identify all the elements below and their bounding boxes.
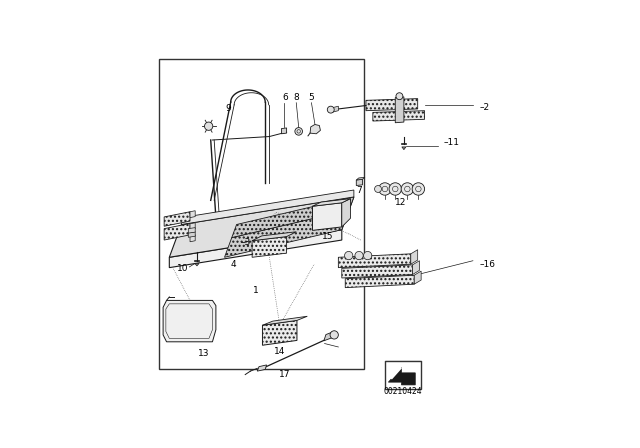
Polygon shape [190,211,195,218]
Polygon shape [195,263,199,266]
Circle shape [327,106,334,113]
Circle shape [389,183,401,195]
Text: 4: 4 [230,260,236,269]
Polygon shape [225,210,349,257]
Polygon shape [232,197,354,237]
Polygon shape [388,368,415,385]
Polygon shape [402,147,406,150]
Circle shape [295,128,303,135]
Polygon shape [345,275,414,288]
Circle shape [355,251,363,260]
Text: 9: 9 [225,104,231,113]
Polygon shape [356,177,365,180]
Polygon shape [252,232,296,241]
Circle shape [330,331,339,339]
Circle shape [364,251,372,260]
Polygon shape [339,254,411,267]
Circle shape [401,183,413,195]
Polygon shape [312,203,342,230]
FancyBboxPatch shape [385,362,421,389]
Text: –2: –2 [480,103,490,112]
Polygon shape [324,331,335,341]
Text: –16: –16 [480,260,496,269]
Circle shape [344,251,353,260]
Polygon shape [188,228,195,233]
Polygon shape [188,232,195,237]
Polygon shape [373,111,424,121]
Text: 8: 8 [293,93,299,102]
Polygon shape [310,125,321,134]
Text: 5: 5 [308,93,314,102]
Polygon shape [252,237,287,257]
Polygon shape [164,224,190,240]
Polygon shape [190,235,195,242]
Polygon shape [262,320,297,345]
Polygon shape [356,179,362,185]
Text: 14: 14 [274,347,285,356]
Polygon shape [342,198,351,227]
FancyBboxPatch shape [159,59,364,370]
Polygon shape [190,223,195,230]
Text: 13: 13 [198,349,209,358]
Polygon shape [366,99,418,111]
Polygon shape [396,97,404,123]
Circle shape [205,122,212,130]
Text: 00210424: 00210424 [383,388,422,396]
Text: 7: 7 [356,186,362,195]
Polygon shape [170,197,354,257]
Polygon shape [413,261,419,275]
Circle shape [396,93,403,99]
Polygon shape [164,212,190,226]
Polygon shape [163,301,216,342]
Text: 17: 17 [279,370,291,379]
Polygon shape [342,265,413,278]
Circle shape [374,185,381,193]
Text: –3: –3 [240,238,250,247]
Text: 10: 10 [177,264,189,273]
Text: –11: –11 [444,138,460,147]
Polygon shape [257,365,267,371]
Text: 12: 12 [396,198,407,207]
Circle shape [412,183,424,195]
Circle shape [379,183,391,195]
Polygon shape [181,190,354,224]
Polygon shape [282,128,287,134]
Text: 15: 15 [321,232,333,241]
Polygon shape [170,230,342,267]
Polygon shape [332,106,339,112]
Polygon shape [262,316,307,325]
Polygon shape [312,198,351,206]
Text: 1: 1 [253,285,259,294]
Polygon shape [414,271,421,284]
Polygon shape [411,250,418,264]
Text: 6: 6 [282,93,288,102]
